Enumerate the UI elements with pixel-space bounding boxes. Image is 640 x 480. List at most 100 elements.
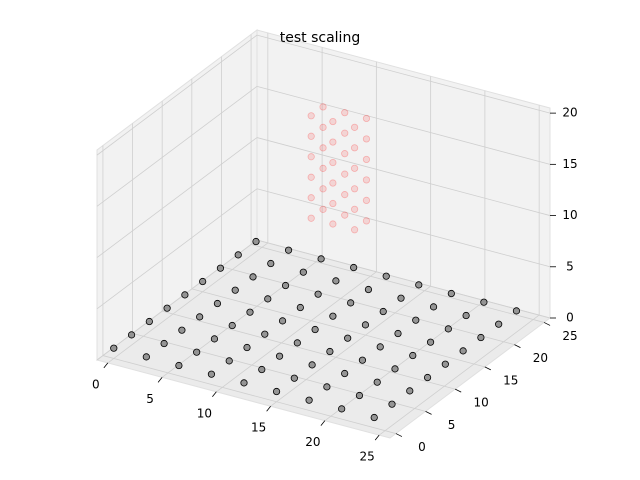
point: [379, 307, 387, 316]
z-tick-label: 0: [566, 311, 574, 325]
tick-mark: [103, 362, 109, 369]
tick-mark: [455, 388, 462, 393]
point: [296, 303, 304, 312]
point: [163, 304, 171, 312]
tick-mark: [266, 405, 271, 412]
point: [243, 343, 251, 352]
point: [341, 170, 349, 178]
point: [311, 325, 319, 334]
point: [193, 348, 201, 356]
point: [406, 387, 414, 395]
point: [145, 317, 153, 326]
point: [364, 285, 373, 294]
point: [307, 214, 315, 222]
point: [323, 383, 331, 391]
point: [394, 329, 402, 338]
point: [329, 158, 337, 167]
point: [225, 357, 233, 365]
tick-mark: [514, 344, 521, 349]
grid-line: [256, 188, 551, 268]
y-tick-label: 10: [474, 396, 489, 410]
point: [341, 369, 349, 378]
point: [329, 179, 337, 187]
point: [341, 211, 349, 219]
grid-line: [132, 332, 426, 412]
point: [447, 289, 455, 298]
point: [462, 311, 470, 320]
point: [196, 313, 204, 321]
chart-title: test scaling: [280, 30, 360, 46]
point: [423, 373, 432, 382]
point: [355, 391, 364, 400]
point: [370, 413, 378, 422]
point: [361, 321, 370, 329]
point: [388, 400, 396, 408]
point: [275, 352, 284, 360]
point: [341, 129, 349, 137]
point: [305, 396, 313, 404]
point: [426, 338, 435, 346]
grid-line: [96, 34, 258, 156]
point: [231, 286, 239, 294]
y-tick-label: 25: [562, 329, 577, 343]
point: [477, 333, 485, 342]
point: [480, 298, 488, 306]
point: [228, 321, 236, 330]
point: [329, 117, 337, 126]
point: [261, 330, 269, 338]
point: [319, 123, 327, 131]
point: [397, 294, 405, 302]
tick-mark: [543, 322, 551, 326]
z-tick-label: 20: [562, 106, 577, 120]
point: [341, 150, 349, 158]
point: [317, 255, 325, 263]
point: [350, 123, 359, 131]
z-tick-label: 10: [562, 208, 577, 222]
point: [252, 237, 260, 246]
point: [160, 339, 168, 348]
x-tick-label: 10: [197, 406, 212, 420]
point: [362, 135, 371, 143]
point: [350, 164, 359, 172]
y-tick-label: 0: [418, 440, 426, 454]
grid-line: [270, 285, 431, 407]
point: [512, 307, 521, 315]
point: [199, 277, 207, 286]
point: [326, 347, 334, 356]
x-tick-label: 20: [305, 435, 320, 449]
point: [307, 153, 315, 161]
point: [415, 281, 423, 289]
z-tick-label: 15: [562, 157, 577, 171]
point: [234, 251, 242, 259]
grid-line: [162, 310, 456, 390]
point: [264, 295, 272, 303]
point: [142, 353, 150, 361]
y-tick-label: 5: [448, 418, 456, 432]
grid-line: [216, 271, 377, 393]
tick-mark: [425, 410, 432, 415]
x-tick-label: 15: [251, 421, 266, 435]
grid-line: [250, 244, 545, 323]
tick-mark: [212, 391, 217, 398]
point: [412, 316, 420, 324]
point: [362, 176, 371, 184]
grid-line: [191, 288, 485, 368]
point: [341, 191, 349, 199]
point: [249, 273, 257, 281]
grid-line: [256, 34, 551, 114]
point: [213, 299, 222, 308]
x-tick-label: 5: [146, 392, 154, 406]
grid-line: [221, 266, 515, 346]
grid-line: [96, 86, 258, 207]
point: [299, 268, 307, 276]
point: [127, 331, 136, 339]
point: [373, 378, 381, 386]
point: [240, 379, 248, 387]
tick-mark: [484, 366, 491, 371]
point: [350, 226, 359, 234]
grid-line: [256, 85, 551, 165]
point: [181, 291, 189, 299]
grid-line: [96, 137, 258, 258]
grid-line: [107, 242, 269, 364]
